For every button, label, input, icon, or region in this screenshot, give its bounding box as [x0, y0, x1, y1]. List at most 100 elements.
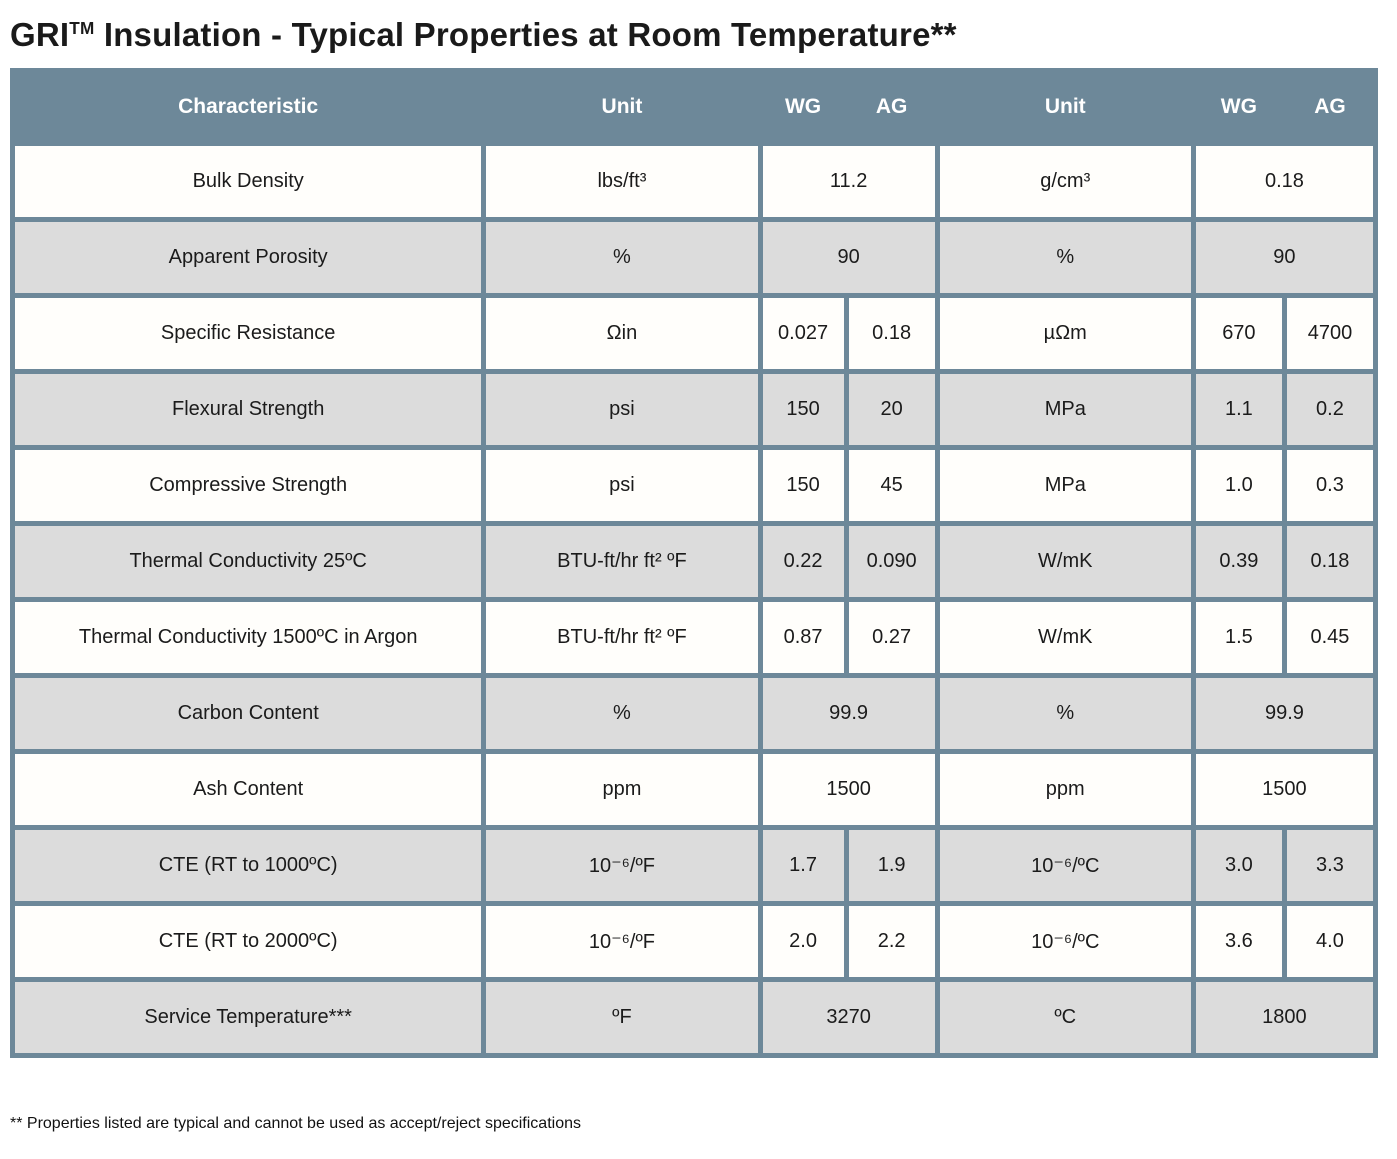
cell-unit-metric: W/mK	[939, 526, 1191, 597]
cell-value-imperial: 99.9	[762, 678, 935, 749]
cell-characteristic: Ash Content	[15, 754, 482, 825]
cell-unit-imperial: ºF	[486, 982, 758, 1053]
cell-characteristic: Flexural Strength	[15, 374, 482, 445]
cell-value-wg-metric: 1.5	[1195, 602, 1282, 673]
col-header-unit-metric: Unit	[939, 73, 1191, 141]
cell-characteristic: Carbon Content	[15, 678, 482, 749]
table-row-cte-1000c: CTE (RT to 1000ºC) 10⁻⁶/ºF 1.7 1.9 10⁻⁶/…	[15, 830, 1373, 901]
cell-value-wg-imperial: 2.0	[762, 906, 844, 977]
cell-value-metric: 99.9	[1195, 678, 1373, 749]
properties-table: Characteristic Unit WG AG Unit WG AG Bul…	[10, 68, 1378, 1058]
cell-value-ag-imperial: 0.18	[848, 298, 935, 369]
table-row-bulk-density: Bulk Density lbs/ft³ 11.2 g/cm³ 0.18	[15, 146, 1373, 217]
cell-unit-metric: ºC	[939, 982, 1191, 1053]
cell-unit-metric: %	[939, 222, 1191, 293]
cell-value-ag-metric: 4700	[1286, 298, 1373, 369]
cell-characteristic: CTE (RT to 2000ºC)	[15, 906, 482, 977]
cell-unit-metric: 10⁻⁶/ºC	[939, 830, 1191, 901]
header-row: Characteristic Unit WG AG Unit WG AG	[15, 73, 1373, 141]
table-row-thermal-conductivity-25c: Thermal Conductivity 25ºC BTU-ft/hr ft² …	[15, 526, 1373, 597]
cell-value-wg-imperial: 0.027	[762, 298, 844, 369]
cell-unit-imperial: Ωin	[486, 298, 758, 369]
cell-characteristic: CTE (RT to 1000ºC)	[15, 830, 482, 901]
cell-value-wg-metric: 1.1	[1195, 374, 1282, 445]
cell-value-wg-imperial: 150	[762, 450, 844, 521]
cell-characteristic: Bulk Density	[15, 146, 482, 217]
col-header-wg-imperial: WG	[762, 73, 844, 141]
cell-value-wg-metric: 0.39	[1195, 526, 1282, 597]
cell-value-ag-imperial: 0.27	[848, 602, 935, 673]
cell-unit-imperial: psi	[486, 374, 758, 445]
col-header-ag-imperial: AG	[848, 73, 935, 141]
footnote-typical-properties: ** Properties listed are typical and can…	[10, 1115, 581, 1132]
col-header-ag-metric: AG	[1286, 73, 1373, 141]
cell-unit-metric: ppm	[939, 754, 1191, 825]
cell-unit-imperial: BTU-ft/hr ft² ºF	[486, 602, 758, 673]
cell-value-imperial: 11.2	[762, 146, 935, 217]
cell-value-wg-metric: 1.0	[1195, 450, 1282, 521]
cell-unit-metric: 10⁻⁶/ºC	[939, 906, 1191, 977]
cell-unit-metric: MPa	[939, 450, 1191, 521]
cell-value-wg-imperial: 150	[762, 374, 844, 445]
col-header-wg-metric: WG	[1195, 73, 1282, 141]
table-row-specific-resistance: Specific Resistance Ωin 0.027 0.18 µΩm 6…	[15, 298, 1373, 369]
footnotes: ** Properties listed are typical and can…	[10, 1070, 1397, 1159]
cell-unit-imperial: 10⁻⁶/ºF	[486, 906, 758, 977]
table-row-compressive-strength: Compressive Strength psi 150 45 MPa 1.0 …	[15, 450, 1373, 521]
cell-value-wg-metric: 670	[1195, 298, 1282, 369]
col-header-unit-imperial: Unit	[486, 73, 758, 141]
page-title: GRITM Insulation - Typical Properties at…	[10, 16, 1397, 54]
product-name: GRI	[10, 16, 70, 53]
table-row-cte-2000c: CTE (RT to 2000ºC) 10⁻⁶/ºF 2.0 2.2 10⁻⁶/…	[15, 906, 1373, 977]
cell-unit-metric: MPa	[939, 374, 1191, 445]
cell-value-imperial: 3270	[762, 982, 935, 1053]
table-row-apparent-porosity: Apparent Porosity % 90 % 90	[15, 222, 1373, 293]
cell-value-wg-metric: 3.0	[1195, 830, 1282, 901]
cell-value-ag-metric: 3.3	[1286, 830, 1373, 901]
cell-unit-imperial: ppm	[486, 754, 758, 825]
cell-unit-metric: g/cm³	[939, 146, 1191, 217]
table-row-ash-content: Ash Content ppm 1500 ppm 1500	[15, 754, 1373, 825]
cell-characteristic: Specific Resistance	[15, 298, 482, 369]
cell-characteristic: Thermal Conductivity 25ºC	[15, 526, 482, 597]
cell-value-ag-imperial: 45	[848, 450, 935, 521]
cell-value-ag-imperial: 0.090	[848, 526, 935, 597]
cell-value-ag-imperial: 20	[848, 374, 935, 445]
cell-unit-imperial: psi	[486, 450, 758, 521]
cell-value-imperial: 90	[762, 222, 935, 293]
cell-value-metric: 1500	[1195, 754, 1373, 825]
cell-value-metric: 0.18	[1195, 146, 1373, 217]
cell-value-ag-imperial: 1.9	[848, 830, 935, 901]
cell-characteristic: Service Temperature***	[15, 982, 482, 1053]
cell-unit-metric: µΩm	[939, 298, 1191, 369]
cell-value-ag-metric: 0.18	[1286, 526, 1373, 597]
cell-value-metric: 1800	[1195, 982, 1373, 1053]
cell-unit-imperial: %	[486, 222, 758, 293]
cell-value-ag-imperial: 2.2	[848, 906, 935, 977]
col-header-characteristic: Characteristic	[15, 73, 482, 141]
cell-value-wg-imperial: 0.87	[762, 602, 844, 673]
cell-unit-imperial: %	[486, 678, 758, 749]
cell-unit-metric: %	[939, 678, 1191, 749]
cell-value-wg-imperial: 0.22	[762, 526, 844, 597]
cell-unit-imperial: lbs/ft³	[486, 146, 758, 217]
table-row-thermal-conductivity-1500c: Thermal Conductivity 1500ºC in Argon BTU…	[15, 602, 1373, 673]
cell-value-metric: 90	[1195, 222, 1373, 293]
cell-value-ag-metric: 4.0	[1286, 906, 1373, 977]
cell-value-wg-imperial: 1.7	[762, 830, 844, 901]
cell-characteristic: Apparent Porosity	[15, 222, 482, 293]
cell-value-ag-metric: 0.3	[1286, 450, 1373, 521]
page-title-text: Insulation - Typical Properties at Room …	[94, 16, 957, 53]
cell-unit-imperial: BTU-ft/hr ft² ºF	[486, 526, 758, 597]
cell-characteristic: Compressive Strength	[15, 450, 482, 521]
cell-characteristic: Thermal Conductivity 1500ºC in Argon	[15, 602, 482, 673]
table-row-carbon-content: Carbon Content % 99.9 % 99.9	[15, 678, 1373, 749]
cell-unit-metric: W/mK	[939, 602, 1191, 673]
table-row-flexural-strength: Flexural Strength psi 150 20 MPa 1.1 0.2	[15, 374, 1373, 445]
cell-value-wg-metric: 3.6	[1195, 906, 1282, 977]
cell-value-ag-metric: 0.2	[1286, 374, 1373, 445]
trademark-superscript: TM	[69, 18, 95, 38]
cell-unit-imperial: 10⁻⁶/ºF	[486, 830, 758, 901]
cell-value-ag-metric: 0.45	[1286, 602, 1373, 673]
